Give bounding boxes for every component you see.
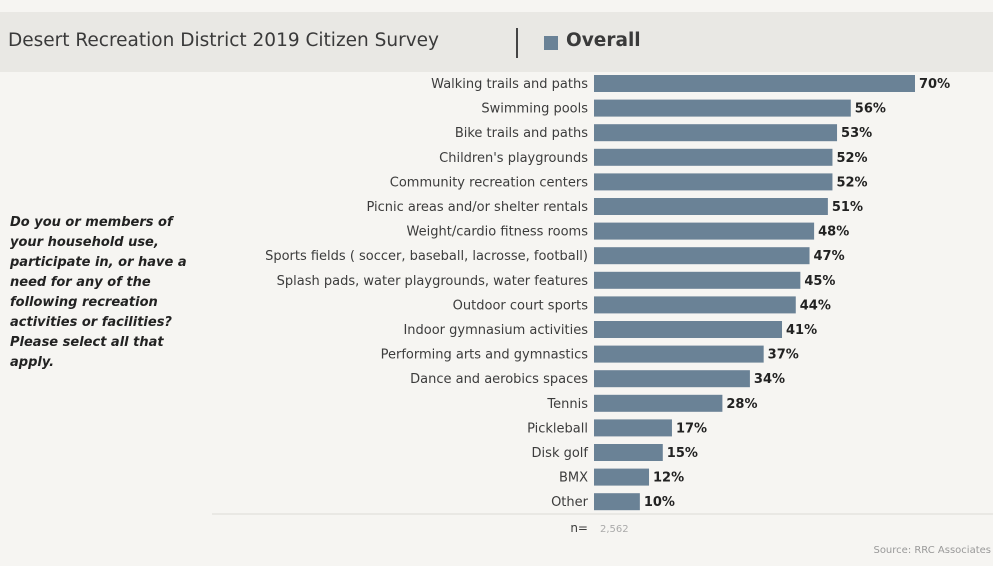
bar — [594, 493, 640, 511]
category-label: Splash pads, water playgrounds, water fe… — [277, 274, 589, 289]
category-label: Community recreation centers — [390, 175, 588, 190]
category-label: Bike trails and paths — [455, 126, 588, 141]
legend-label: Overall — [566, 30, 641, 51]
bar — [594, 173, 833, 191]
chart-header: Desert Recreation District 2019 Citizen … — [0, 12, 993, 72]
data-label: 15% — [667, 446, 698, 461]
data-label: 52% — [836, 151, 867, 166]
category-label: Outdoor court sports — [453, 298, 589, 313]
data-label: 28% — [726, 397, 757, 412]
data-label: 56% — [855, 102, 886, 117]
category-label: BMX — [559, 471, 588, 486]
category-label: Indoor gymnasium activities — [403, 323, 588, 338]
bar — [594, 468, 650, 486]
n-label: n= — [570, 521, 588, 535]
data-label: 17% — [676, 421, 707, 436]
data-label: 10% — [644, 495, 675, 510]
data-label: 51% — [832, 200, 863, 215]
n-value: 2,562 — [600, 524, 629, 535]
category-label: Disk golf — [532, 446, 589, 461]
bar — [594, 198, 828, 215]
bar — [594, 222, 815, 240]
data-label: 37% — [768, 348, 799, 363]
bar — [594, 148, 833, 166]
bar — [594, 444, 663, 461]
data-label: 53% — [841, 126, 872, 141]
category-label: Picnic areas and/or shelter rentals — [366, 200, 588, 215]
category-label: Children's playgrounds — [439, 151, 588, 166]
data-label: 52% — [836, 175, 867, 190]
category-label: Walking trails and paths — [431, 77, 588, 92]
chart-title: Desert Recreation District 2019 Citizen … — [8, 30, 439, 51]
category-label: Swimming pools — [481, 102, 588, 117]
data-label: 47% — [814, 249, 845, 264]
bar — [594, 75, 915, 92]
bar — [594, 124, 838, 142]
bar — [594, 296, 796, 314]
bar — [594, 394, 723, 412]
category-label: Other — [551, 495, 589, 510]
bar — [594, 321, 783, 338]
bar — [594, 271, 801, 289]
header-divider — [516, 28, 518, 58]
data-label: 70% — [919, 77, 950, 92]
bar — [594, 345, 764, 363]
category-label: Dance and aerobics spaces — [410, 372, 588, 387]
bar — [594, 370, 750, 388]
data-label: 41% — [786, 323, 817, 338]
bar — [594, 247, 810, 265]
data-label: 34% — [754, 372, 785, 387]
legend-swatch — [544, 36, 558, 50]
data-label: 44% — [800, 298, 831, 313]
category-label: Weight/cardio fitness rooms — [407, 225, 589, 240]
category-label: Pickleball — [527, 421, 588, 436]
bar — [594, 99, 851, 117]
bar — [594, 419, 672, 437]
category-label: Tennis — [546, 397, 588, 412]
data-label: 12% — [653, 471, 684, 486]
source-note: Source: RRC Associates — [873, 545, 991, 556]
data-label: 45% — [804, 274, 835, 289]
category-label: Sports fields ( soccer, baseball, lacros… — [265, 249, 588, 264]
data-label: 48% — [818, 225, 849, 240]
category-label: Performing arts and gymnastics — [381, 348, 589, 363]
survey-question: Do you or members of your household use,… — [10, 215, 187, 370]
